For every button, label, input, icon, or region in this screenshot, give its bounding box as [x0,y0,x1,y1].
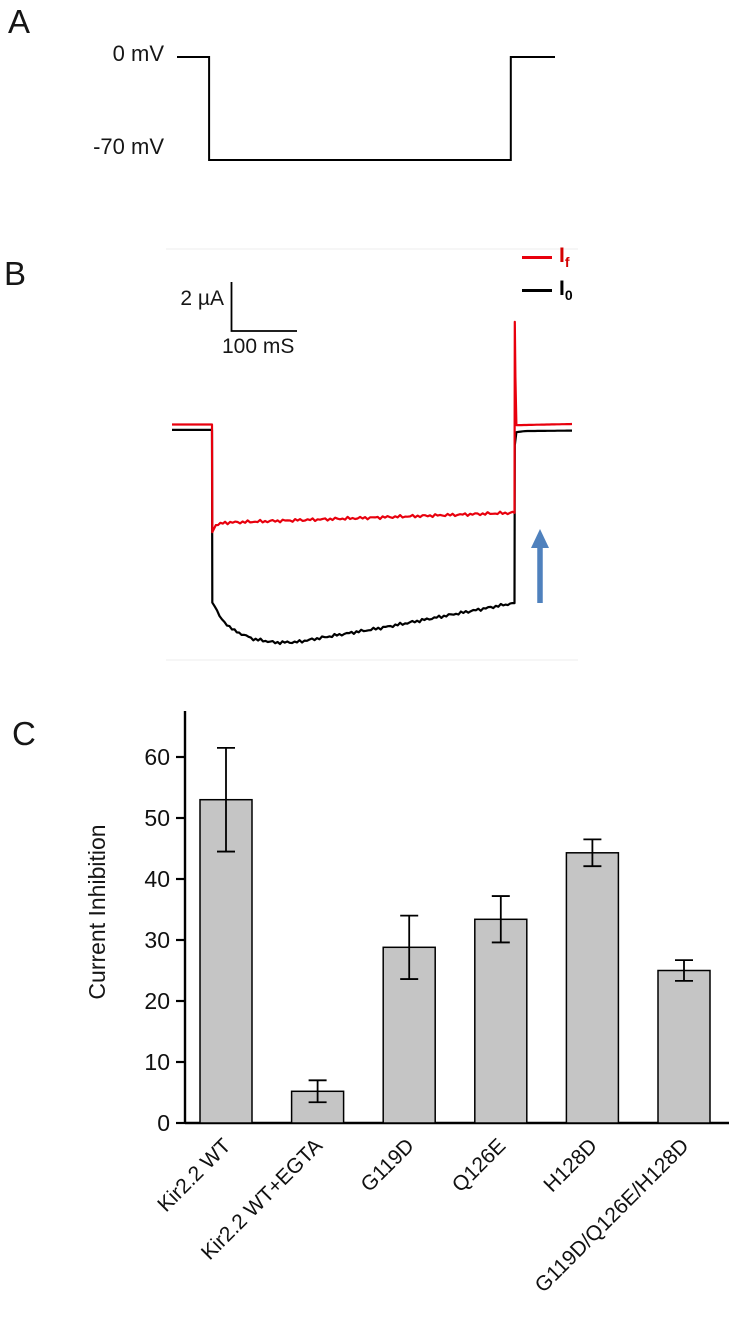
scale-bars [230,282,297,332]
voltage-protocol-plot [177,56,555,161]
protocol-bottom-level-label: -70 mV [93,134,164,159]
x-tick-label: Kir2.2 WT [153,1134,235,1216]
panel-b-label: B [4,255,27,292]
y-tick-label: 0 [157,1110,170,1136]
y-tick-label: 10 [144,1049,170,1075]
y-tick-label: 60 [144,744,170,770]
i0-trace-color-swatch [522,288,552,292]
x-tick-label: Q126E [448,1134,511,1197]
trace-i0 [172,428,572,646]
x-tick-label: H128D [539,1134,601,1196]
x-tick-label: G119D/Q126E/H128D [531,1134,694,1297]
if-trace-color-swatch [522,255,552,259]
legend-item-if: If [522,245,573,269]
bar [199,798,253,1124]
panel-a-label: A [8,3,31,40]
bar [657,969,711,1124]
up-arrow-head [531,529,549,548]
i0-label: I0 [559,277,573,304]
trace-if [172,320,573,534]
vertical-scale-label: 2 µA [180,287,224,310]
legend-item-i0: I0 [522,278,573,302]
bar [565,852,620,1124]
voltage-waveform [177,56,555,161]
y-tick-label: 50 [144,805,170,831]
current-traces-plot [166,248,578,661]
y-tick-label: 30 [144,927,170,953]
y-tick-label: 40 [144,866,170,892]
current-traces-panel: 2 µA 100 mS If I0 [158,243,590,671]
if-label: If [559,244,570,271]
horizontal-scale-label: 100 mS [222,335,295,358]
y-tick-label: 20 [144,988,170,1014]
panel-c-label: C [12,715,36,752]
x-tick-label: G119D [357,1134,419,1196]
bar [474,918,528,1124]
trace-legend: If I0 [522,245,573,302]
protocol-top-level-label: 0 mV [112,41,164,66]
